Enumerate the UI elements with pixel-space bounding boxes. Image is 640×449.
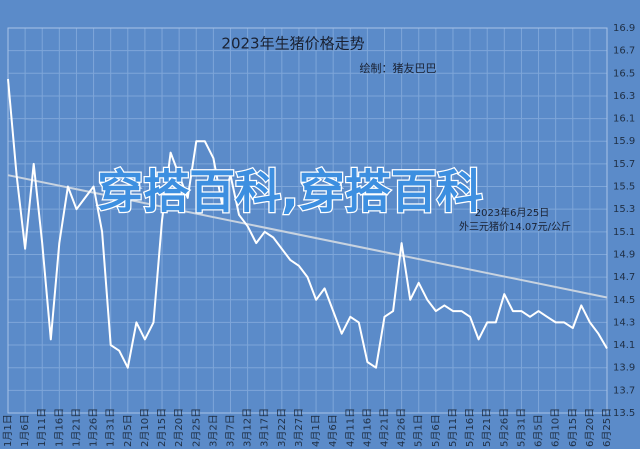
y-tick-label: 15.7: [613, 159, 635, 170]
y-tick-label: 14.9: [613, 249, 635, 260]
plot-border: [7, 27, 608, 414]
y-tick-label: 13.7: [613, 385, 635, 396]
x-tick-label: 5月16日: [464, 408, 476, 447]
x-tick-label: 3月27日: [293, 408, 305, 447]
y-tick-label: 14.7: [613, 272, 635, 283]
x-tick-label: 6月20日: [584, 408, 596, 447]
x-tick-label: 4月16日: [361, 408, 373, 447]
x-tick-label: 4月6日: [327, 414, 339, 447]
y-tick-label: 15.1: [613, 227, 635, 238]
x-tick-label: 1月1日: [2, 414, 14, 447]
x-tick-label: 2月25日: [190, 408, 202, 447]
x-tick-label: 5月11日: [447, 408, 459, 447]
y-tick-label: 16.1: [613, 114, 635, 125]
y-tick-label: 15.3: [613, 204, 635, 215]
x-tick-label: 5月21日: [481, 408, 493, 447]
x-tick-label: 5月26日: [498, 408, 510, 447]
x-tick-label: 1月11日: [36, 408, 48, 447]
y-tick-label: 13.9: [613, 363, 635, 374]
annotation: 2023年6月25日: [475, 206, 550, 219]
x-tick-label: 2月10日: [139, 408, 151, 447]
x-tick-label: 6月10日: [550, 408, 562, 447]
y-tick-label: 16.7: [613, 46, 635, 57]
x-tick-label: 6月15日: [567, 408, 579, 447]
grid: [7, 27, 608, 414]
x-tick-label: 5月6日: [430, 414, 442, 447]
x-tick-label: 1月6日: [19, 414, 31, 447]
x-tick-label: 4月1日: [310, 414, 322, 447]
x-tick-label: 5月1日: [413, 414, 425, 447]
x-tick-label: 2月20日: [173, 408, 185, 447]
x-tick-label: 3月22日: [276, 408, 288, 447]
x-tick-label: 5月31日: [515, 408, 527, 447]
y-tick-label: 15.9: [613, 136, 635, 147]
y-tick-label: 15.5: [613, 182, 635, 193]
y-tick-label: 16.9: [613, 23, 635, 34]
x-tick-label: 3月12日: [242, 408, 254, 447]
chart-subtitle: 绘制：猪友巴巴: [360, 61, 437, 75]
price-line: [7, 78, 608, 369]
trend-line: [7, 174, 608, 299]
x-tick-label: 6月5日: [533, 414, 545, 447]
y-tick-label: 16.5: [613, 68, 635, 79]
y-tick-label: 14.5: [613, 295, 635, 306]
x-tick-label: 2月5日: [122, 414, 134, 447]
y-tick-label: 14.1: [613, 340, 635, 351]
x-tick-label: 1月21日: [70, 408, 82, 447]
plot: [7, 78, 608, 369]
y-tick-label: 14.3: [613, 317, 635, 328]
x-tick-label: 1月16日: [53, 408, 65, 447]
x-tick-label: 6月25日: [601, 408, 613, 447]
x-tick-label: 1月31日: [105, 408, 117, 447]
x-tick-label: 3月7日: [224, 414, 236, 447]
y-tick-label: 13.5: [613, 408, 635, 419]
y-tick-label: 16.3: [613, 91, 635, 102]
watermark: 穿搭百科,穿搭百科: [97, 165, 482, 219]
annotation: 外三元猪价14.07元/公斤: [459, 221, 571, 233]
x-tick-label: 2月15日: [156, 408, 168, 447]
x-tick-label: 4月26日: [396, 408, 408, 447]
x-tick-label: 1月26日: [88, 408, 100, 447]
chart-title: 2023年生猪价格走势: [221, 35, 364, 53]
x-tick-label: 3月2日: [207, 414, 219, 447]
x-tick-label: 4月11日: [344, 408, 356, 447]
x-tick-label: 3月17日: [259, 408, 271, 447]
x-tick-label: 4月21日: [379, 408, 391, 447]
